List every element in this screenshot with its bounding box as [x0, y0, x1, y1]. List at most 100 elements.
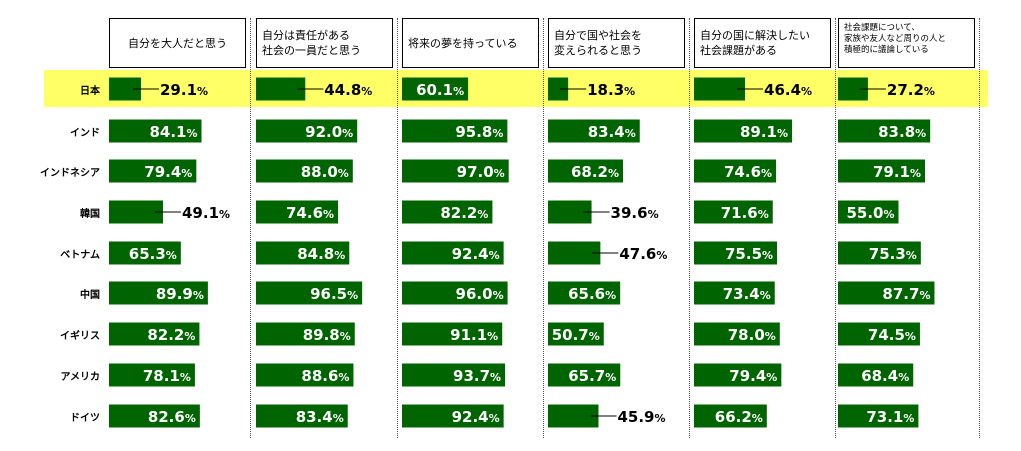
data-label: 44.8% — [324, 81, 372, 99]
bar — [838, 119, 931, 143]
data-label: 74.5% — [868, 326, 916, 344]
bar — [109, 363, 195, 387]
data-label: 60.1% — [416, 81, 464, 99]
bar — [402, 119, 508, 143]
bar — [548, 159, 624, 183]
data-label: 75.3% — [869, 245, 917, 263]
data-label: 83.8% — [878, 123, 926, 141]
highlight-row-japan — [44, 70, 988, 107]
data-label: 93.7% — [453, 367, 501, 385]
bar — [256, 404, 348, 428]
bar — [694, 404, 767, 428]
data-label: 89.9% — [156, 285, 204, 303]
bar — [109, 241, 181, 265]
bar — [548, 200, 592, 224]
data-label: 79.4% — [144, 163, 192, 181]
data-label: 92.4% — [452, 245, 500, 263]
data-label: 73.1% — [866, 408, 914, 426]
bar — [548, 241, 601, 265]
bar — [256, 322, 355, 346]
bar — [402, 200, 493, 224]
bar — [838, 281, 935, 305]
data-label: 74.6% — [286, 204, 334, 222]
data-label: 89.1% — [740, 123, 788, 141]
bar — [402, 281, 508, 305]
bar — [694, 363, 782, 387]
bar — [109, 322, 200, 346]
data-label: 27.2% — [887, 81, 935, 99]
data-label: 74.6% — [724, 163, 772, 181]
bar — [548, 281, 621, 305]
bar — [548, 77, 569, 101]
bar — [694, 241, 778, 265]
bar — [838, 322, 920, 346]
bar — [402, 322, 503, 346]
bar — [109, 77, 142, 101]
column-header-3: 将来の夢を持っている — [402, 18, 539, 68]
data-label: 65.6% — [568, 285, 616, 303]
bar — [109, 200, 164, 224]
data-label: 88.0% — [301, 163, 349, 181]
bar — [838, 363, 914, 387]
data-label: 66.2% — [715, 408, 763, 426]
bar — [548, 119, 640, 143]
data-label: 71.6% — [721, 204, 769, 222]
data-label: 39.6% — [611, 204, 659, 222]
data-label: 45.9% — [617, 408, 665, 426]
column-divider — [397, 18, 398, 438]
bar — [694, 159, 777, 183]
data-label: 83.4% — [296, 408, 344, 426]
data-label: 84.1% — [149, 123, 197, 141]
data-label: 96.0% — [456, 285, 504, 303]
data-label: 95.8% — [455, 123, 503, 141]
row-label: イギリス — [60, 331, 100, 342]
column-divider — [979, 18, 980, 438]
bar — [256, 159, 353, 183]
data-label: 75.5% — [725, 245, 773, 263]
bar — [256, 77, 306, 101]
bar — [838, 77, 868, 101]
column-divider — [543, 18, 544, 438]
row-label: インドネシア — [40, 168, 100, 179]
bar — [402, 77, 469, 101]
bar — [109, 281, 208, 305]
bar — [256, 241, 350, 265]
row-label: ドイツ — [70, 413, 100, 424]
data-label: 92.0% — [305, 123, 353, 141]
column-header-1: 自分を大人だと思う — [109, 18, 246, 68]
data-label: 18.3% — [587, 81, 635, 99]
data-label: 82.2% — [147, 326, 195, 344]
data-label: 65.7% — [568, 367, 616, 385]
data-label: 87.7% — [882, 285, 930, 303]
bar — [109, 404, 200, 428]
data-label: 68.2% — [571, 163, 619, 181]
data-label: 84.8% — [297, 245, 345, 263]
data-label: 73.4% — [723, 285, 771, 303]
bar — [694, 119, 793, 143]
data-label: 83.4% — [588, 123, 636, 141]
bar — [838, 241, 921, 265]
bar — [548, 363, 621, 387]
bar — [694, 200, 773, 224]
data-label: 49.1% — [182, 204, 230, 222]
column-divider — [689, 18, 690, 438]
column-header-2: 自分は責任がある 社会の一員だと思う — [256, 18, 393, 68]
row-label: インド — [70, 128, 100, 139]
bar — [838, 404, 919, 428]
column-divider — [250, 18, 251, 438]
bar — [548, 404, 599, 428]
bar — [838, 159, 926, 183]
data-label: 92.4% — [452, 408, 500, 426]
data-label: 79.4% — [729, 367, 777, 385]
data-label: 88.6% — [301, 367, 349, 385]
bar — [694, 281, 775, 305]
bar — [402, 363, 506, 387]
data-label: 47.6% — [619, 245, 667, 263]
bar — [256, 119, 358, 143]
bar — [402, 404, 504, 428]
data-label: 82.2% — [440, 204, 488, 222]
bar — [694, 77, 746, 101]
data-label: 91.1% — [450, 326, 498, 344]
column-header-4: 自分で国や社会を 変えられると思う — [548, 18, 685, 68]
